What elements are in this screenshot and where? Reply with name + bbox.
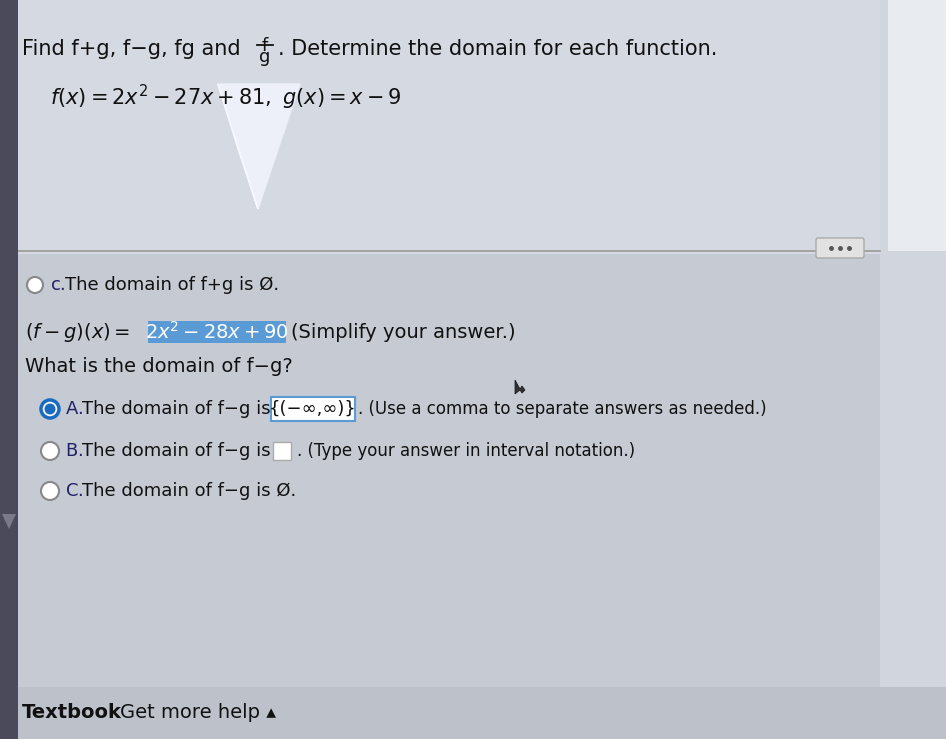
Bar xyxy=(0,687,946,739)
Polygon shape xyxy=(2,514,16,529)
Text: The domain of f−g is: The domain of f−g is xyxy=(82,442,271,460)
Text: The domain of f+g is Ø.: The domain of f+g is Ø. xyxy=(65,276,279,294)
Text: {(−∞,∞)}: {(−∞,∞)} xyxy=(269,400,357,418)
Circle shape xyxy=(41,482,59,500)
FancyBboxPatch shape xyxy=(271,397,355,421)
Bar xyxy=(0,0,18,739)
Text: The domain of f−g is: The domain of f−g is xyxy=(82,400,271,418)
Text: Get more help ▴: Get more help ▴ xyxy=(120,704,276,723)
Text: $\mathrm{c.}$: $\mathrm{c.}$ xyxy=(50,276,65,294)
Text: Find f+g, f−g, fg and: Find f+g, f−g, fg and xyxy=(22,39,240,59)
Circle shape xyxy=(44,403,56,415)
Polygon shape xyxy=(218,84,300,209)
Bar xyxy=(888,0,946,251)
Text: $(f-g)(x)=$: $(f-g)(x)=$ xyxy=(25,321,131,344)
Text: Textbook: Textbook xyxy=(22,704,122,723)
Circle shape xyxy=(41,400,59,418)
Text: . Determine the domain for each function.: . Determine the domain for each function… xyxy=(278,39,717,59)
FancyBboxPatch shape xyxy=(148,321,286,343)
Text: $\mathrm{A.}$: $\mathrm{A.}$ xyxy=(65,400,83,418)
Text: The domain of f−g is Ø.: The domain of f−g is Ø. xyxy=(82,482,296,500)
FancyBboxPatch shape xyxy=(273,442,291,460)
Polygon shape xyxy=(218,84,258,209)
Text: . (Type your answer in interval notation.): . (Type your answer in interval notation… xyxy=(297,442,635,460)
Circle shape xyxy=(27,277,43,293)
Text: (Simplify your answer.): (Simplify your answer.) xyxy=(291,322,516,341)
Text: $f(x)=2x^2-27x+81,\ g(x)=x-9$: $f(x)=2x^2-27x+81,\ g(x)=x-9$ xyxy=(50,83,402,112)
Polygon shape xyxy=(515,380,525,394)
Bar xyxy=(880,0,946,739)
Text: g: g xyxy=(259,48,271,66)
Text: . (Use a comma to separate answers as needed.): . (Use a comma to separate answers as ne… xyxy=(358,400,766,418)
Text: What is the domain of f−g?: What is the domain of f−g? xyxy=(25,356,292,375)
Circle shape xyxy=(41,442,59,460)
FancyBboxPatch shape xyxy=(816,238,864,258)
Text: $\mathrm{C.}$: $\mathrm{C.}$ xyxy=(65,482,83,500)
Bar xyxy=(15,0,946,254)
Text: f: f xyxy=(262,37,268,55)
Text: $\mathrm{B.}$: $\mathrm{B.}$ xyxy=(65,442,83,460)
Text: $2x^2-28x+90$: $2x^2-28x+90$ xyxy=(145,321,289,343)
